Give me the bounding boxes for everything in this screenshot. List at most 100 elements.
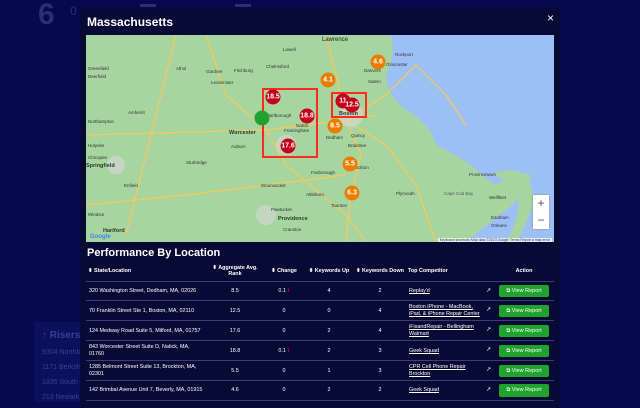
competitor-cell: iFixandRepair - Bellingham Walmart ↗	[406, 320, 494, 342]
external-link-icon: ⧉	[506, 367, 511, 374]
competitor-link[interactable]: Boston iPhone - MacBook, iPad, & iPhone …	[409, 304, 480, 317]
map-marker[interactable]: 8.5	[327, 118, 343, 134]
rank-cell: 4.6	[206, 380, 264, 401]
city-label: Leominster	[211, 80, 234, 85]
competitor-link[interactable]: Replay'd	[409, 287, 430, 294]
action-cell: ⧉ View Report	[494, 340, 554, 362]
column-header-competitor: Top Competitor	[406, 264, 494, 282]
column-header-rank[interactable]: ⬍ Aggregate Avg. Rank	[206, 264, 264, 282]
external-link-icon[interactable]: ↗	[485, 347, 491, 354]
performance-table: ⬍ State/Location ⬍ Aggregate Avg. Rank ⬍…	[86, 264, 554, 401]
rank-cell: 12.5	[206, 300, 264, 322]
external-link-icon: ⧉	[506, 347, 511, 354]
view-report-button[interactable]: ⧉ View Report	[499, 284, 549, 298]
close-icon[interactable]: ×	[546, 11, 554, 25]
column-header-location[interactable]: ⬍ State/Location	[86, 264, 206, 282]
city-label: Attleboro	[306, 192, 325, 197]
competitor-cell: Geek Squad ↗	[406, 380, 494, 401]
keywords-up-cell: 2	[304, 380, 354, 401]
city-label: Salem	[368, 79, 381, 84]
city-label: Dedham	[326, 135, 344, 140]
column-header-action: Action	[494, 264, 554, 282]
city-label: Lawrence	[322, 37, 349, 43]
view-report-button[interactable]: ⧉ View Report	[499, 344, 549, 358]
action-cell: ⧉ View Report	[494, 300, 554, 322]
city-label: Deerfield	[88, 74, 107, 79]
column-header-keywords-down[interactable]: ⬍ Keywords Down	[354, 264, 406, 282]
column-header-change[interactable]: ⬍ Change	[264, 264, 304, 282]
external-link-icon[interactable]: ↗	[485, 307, 491, 314]
change-cell: 0.1 🠗	[264, 281, 304, 302]
risers-title: ↑ Risers	[42, 330, 81, 341]
map-marker[interactable]: 17.6	[280, 138, 296, 154]
table-row: 70 Franklin Street Ste 1, Boston, MA, 02…	[86, 300, 554, 322]
city-label: Plymouth	[396, 191, 415, 196]
map-marker[interactable]	[254, 110, 270, 126]
location-modal: Massachusetts × Lawrence Lowell Gloucest…	[80, 8, 560, 408]
city-label: Windsor	[88, 212, 105, 217]
action-cell: ⧉ View Report	[494, 360, 554, 382]
city-label: Holyoke	[88, 143, 105, 148]
rank-cell: 5.5	[206, 360, 264, 382]
external-link-icon: ⧉	[506, 307, 511, 314]
zoom-out-button[interactable]: −	[537, 213, 545, 227]
external-link-icon[interactable]: ↗	[485, 367, 491, 374]
competitor-cell: Boston iPhone - MacBook, iPad, & iPhone …	[406, 300, 494, 322]
keywords-down-cell: 3	[354, 360, 406, 382]
city-label: Pawtucket	[271, 207, 292, 212]
external-link-icon[interactable]: ↗	[485, 327, 491, 334]
action-cell: ⧉ View Report	[494, 380, 554, 401]
external-link-icon[interactable]: ↗	[485, 287, 491, 294]
zoom-in-button[interactable]: +	[537, 196, 545, 210]
rank-cell: 17.6	[206, 320, 264, 342]
competitor-cell: Replay'd ↗	[406, 281, 494, 302]
change-cell: 0	[264, 360, 304, 382]
map-marker[interactable]: 5.5	[342, 156, 358, 172]
map-zoom-controls: + −	[533, 195, 549, 229]
bay-label: Cape Cod Bay	[444, 191, 474, 196]
background-stat-sub: 0	[70, 4, 77, 18]
map-base	[86, 35, 554, 242]
map-marker[interactable]: 18.5	[265, 89, 281, 105]
city-label: Orleans	[491, 223, 507, 228]
table-row: 1285 Belmont Street Suite 13, Brockton, …	[86, 360, 554, 382]
competitor-link[interactable]: CPR Cell Phone Repair Brockton	[409, 364, 466, 377]
view-report-button[interactable]: ⧉ View Report	[499, 364, 549, 378]
location-cell: 1285 Belmont Street Suite 13, Brockton, …	[86, 360, 206, 382]
map-marker[interactable]: 12.5	[344, 97, 360, 113]
rank-cell: 18.8	[206, 340, 264, 362]
map[interactable]: Lawrence Lowell Gloucester Rockport Danv…	[86, 35, 554, 242]
city-label: Worcester	[229, 130, 256, 136]
map-marker[interactable]: 4.6	[370, 54, 386, 70]
map-marker[interactable]: 18.8	[299, 108, 315, 124]
city-label: Framingham	[284, 128, 310, 133]
city-label: Hartford	[103, 228, 125, 234]
competitor-link[interactable]: iFixandRepair - Bellingham Walmart	[409, 324, 474, 337]
city-label: Taunton	[331, 203, 348, 208]
riser-item: 1171 Berkshi	[42, 364, 83, 371]
view-report-button[interactable]: ⧉ View Report	[499, 324, 549, 338]
keywords-up-cell: 1	[304, 360, 354, 382]
keywords-up-cell: 0	[304, 300, 354, 322]
city-label: Natick	[296, 123, 309, 128]
map-attribution[interactable]: Keyboard shortcuts Map data ©2023 Google…	[437, 238, 552, 242]
external-link-icon[interactable]: ↗	[485, 387, 491, 394]
city-label: Braintree	[348, 143, 367, 148]
city-label: Marlborough	[266, 113, 292, 118]
competitor-link[interactable]: Geek Squad	[409, 347, 439, 354]
map-marker[interactable]: 6.3	[344, 185, 360, 201]
city-label: Athol	[176, 66, 187, 71]
competitor-link[interactable]: Geek Squad	[409, 387, 439, 394]
keywords-up-cell: 2	[304, 340, 354, 362]
view-report-button[interactable]: ⧉ View Report	[499, 304, 549, 318]
location-cell: 843 Worcester Street Suite D, Natick, MA…	[86, 340, 206, 362]
map-marker[interactable]: 4.1	[320, 72, 336, 88]
external-link-icon: ⧉	[506, 287, 511, 294]
city-label: Quincy	[351, 133, 366, 138]
view-report-button[interactable]: ⧉ View Report	[499, 384, 549, 397]
column-header-keywords-up[interactable]: ⬍ Keywords Up	[304, 264, 354, 282]
city-label: Chicopee	[88, 155, 108, 160]
table-row: 142 Brimbal Avenue Unit 7, Beverly, MA, …	[86, 380, 554, 401]
keywords-down-cell: 2	[354, 281, 406, 302]
city-label: Danvers	[364, 68, 381, 73]
